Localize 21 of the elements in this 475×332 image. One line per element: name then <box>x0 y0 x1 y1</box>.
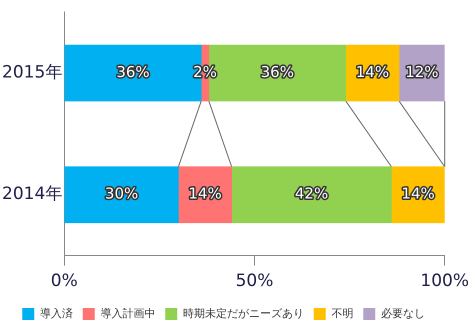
x-tick-label: 100% <box>420 271 470 292</box>
data-label: 36% <box>260 62 294 81</box>
data-label: 14% <box>188 184 222 203</box>
data-label: 36% <box>116 62 150 81</box>
data-label: 12% <box>405 62 439 81</box>
bar <box>231 166 392 224</box>
data-label: 14% <box>356 62 390 81</box>
legend-label: 導入済 <box>40 306 73 320</box>
data-label: 2% <box>193 62 217 81</box>
x-tick-label: 50% <box>236 271 274 292</box>
legend-label: 導入計画中 <box>100 306 156 320</box>
data-label: 30% <box>104 184 138 203</box>
legend-label: 必要なし <box>380 306 425 320</box>
legend-label: 時期未定だがニーズあり <box>182 306 304 320</box>
y-tick-label: 2015年 <box>2 62 62 82</box>
data-label: 42% <box>294 184 328 203</box>
data-label: 14% <box>401 184 435 203</box>
legend-label: 不明 <box>331 306 354 320</box>
y-tick-label: 2014年 <box>2 184 62 204</box>
bar <box>64 166 179 224</box>
x-tick-label: 0% <box>50 271 78 292</box>
